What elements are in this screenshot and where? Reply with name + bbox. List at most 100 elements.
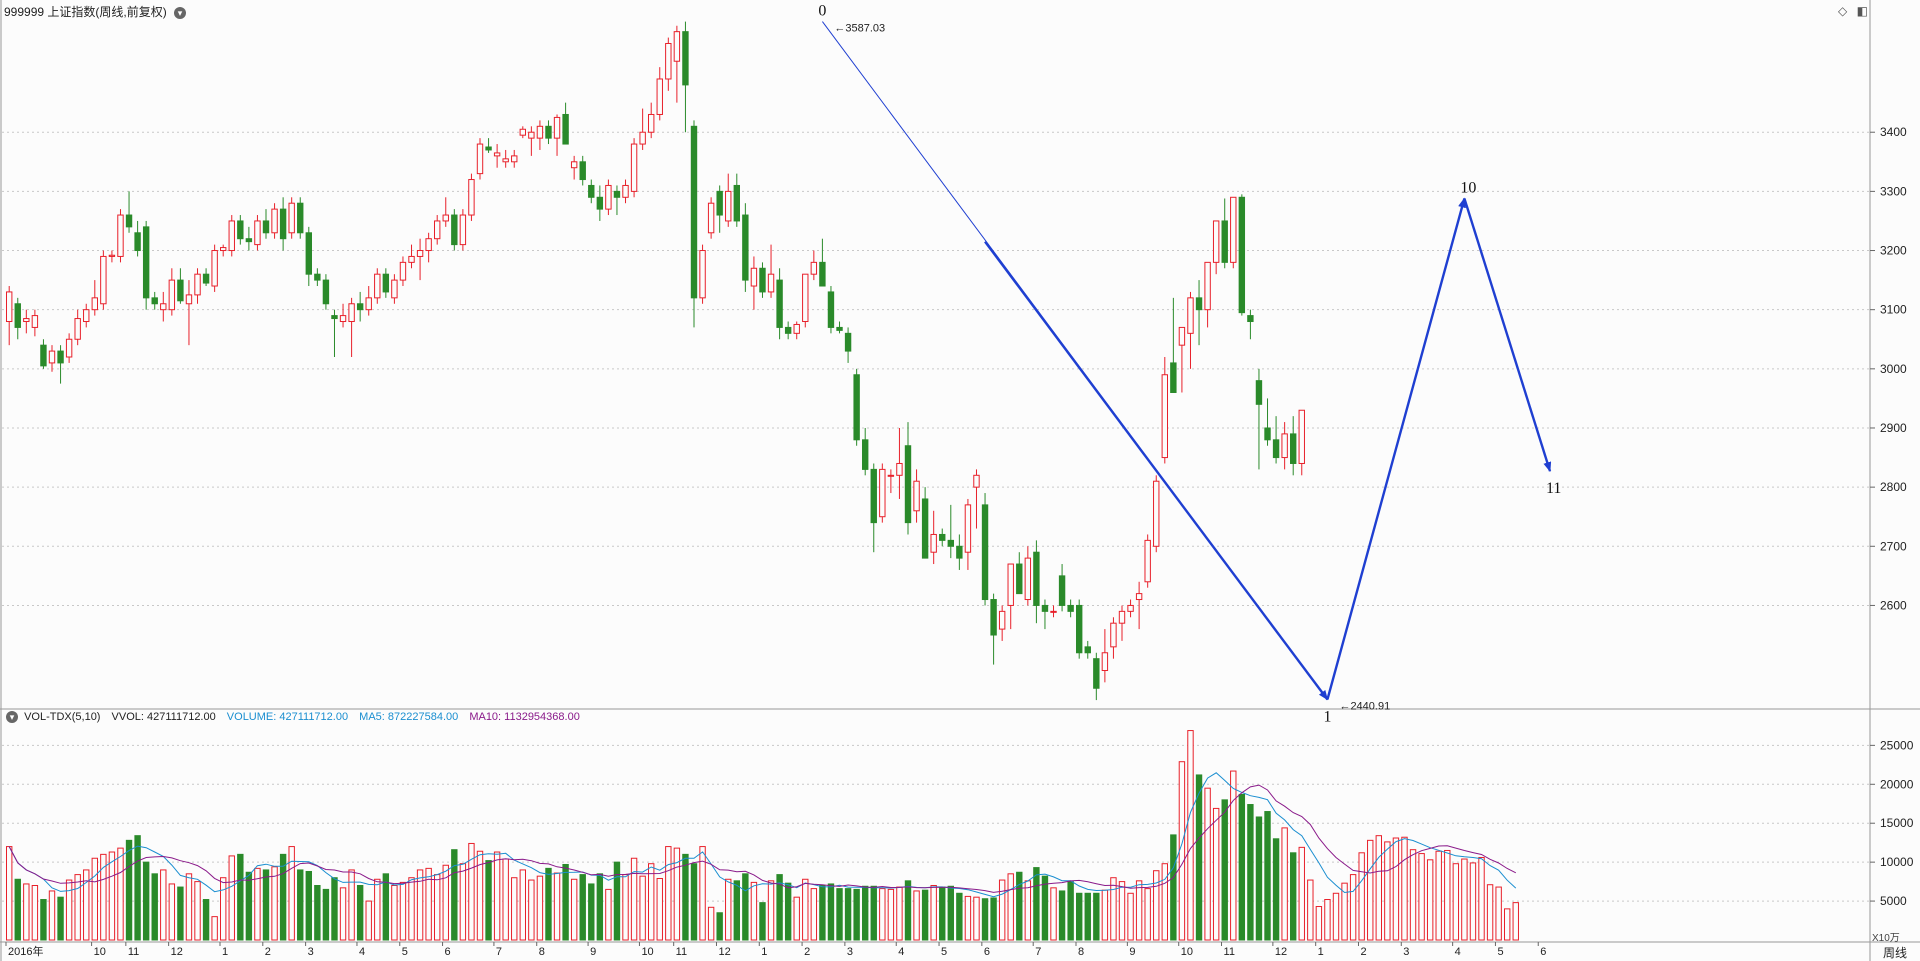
volume-bar: [288, 846, 295, 941]
volume-bar: [1341, 882, 1348, 941]
x-tick-label: 6: [984, 946, 990, 958]
x-tick-label: 3: [847, 946, 853, 958]
volume-bar: [1110, 877, 1117, 941]
candle-body: [1264, 427, 1271, 441]
volume-bar: [297, 869, 304, 941]
candle-body: [682, 31, 689, 86]
candle-body: [887, 474, 895, 477]
price-value-label: ←3587.03: [834, 23, 885, 35]
candle-body: [1127, 604, 1134, 612]
volume-bar: [40, 899, 47, 941]
x-tick-label: 10: [641, 946, 653, 958]
volume-bar: [194, 881, 201, 941]
diamond-icon[interactable]: ◇: [1838, 4, 1848, 18]
volume-bar: [1512, 902, 1519, 941]
candle-body: [1247, 315, 1254, 323]
chevron-down-icon[interactable]: ▾: [6, 711, 18, 724]
x-tick-label: 2016年: [8, 944, 43, 958]
volume-bar: [1058, 890, 1066, 941]
wave-label: 11: [1546, 480, 1561, 497]
volume-bar: [1007, 873, 1014, 941]
x-tick-label: 4: [898, 946, 904, 958]
candle-body: [74, 318, 81, 340]
candle-body: [630, 143, 638, 192]
volume-bar: [134, 835, 141, 941]
x-tick-label: 6: [445, 946, 451, 958]
candle-body: [48, 350, 56, 364]
volume-bar: [528, 879, 535, 941]
candle-body: [245, 238, 253, 243]
candle-body: [220, 247, 227, 252]
volume-bar: [160, 869, 167, 941]
volume-bar: [998, 879, 1006, 941]
volume-bar: [23, 883, 30, 941]
candle-body: [14, 303, 21, 328]
volume-tick-label: 20000: [1880, 777, 1914, 791]
volume-bar: [142, 861, 150, 941]
volume-bar: [279, 853, 287, 941]
candle-body: [862, 439, 869, 470]
x-tick-label: 3: [1403, 946, 1409, 958]
volume-bar: [913, 890, 920, 941]
volume-bar: [1401, 836, 1408, 941]
candle-body: [194, 273, 201, 296]
x-tick-label: 5: [1497, 946, 1503, 958]
trend-arrow: [1326, 197, 1466, 700]
candle-body: [1161, 374, 1168, 459]
ma10-line: [8, 784, 1517, 893]
volume-bar: [1307, 879, 1314, 941]
candle-body: [262, 220, 270, 234]
candle-body: [973, 474, 980, 488]
x-tick-label: 12: [171, 946, 183, 958]
candle-body: [391, 279, 398, 299]
candle-body: [100, 255, 107, 305]
candle-body: [151, 297, 158, 305]
volume-bar: [990, 897, 997, 941]
candle-body: [699, 250, 706, 299]
candle-body: [536, 125, 544, 139]
candle-body: [819, 261, 826, 287]
volume-bar: [314, 885, 321, 941]
candle-body: [570, 161, 578, 169]
volume-bar: [262, 869, 270, 941]
volume-bar: [434, 874, 441, 941]
candle-body: [322, 279, 330, 305]
volume-bar: [733, 880, 740, 941]
volume-bar: [331, 877, 338, 941]
volume-bar: [1247, 804, 1254, 941]
candle-body: [40, 344, 47, 367]
volume-bar: [1255, 816, 1263, 941]
volume-bar: [1426, 859, 1434, 941]
candle-body: [305, 232, 313, 275]
candle-body: [742, 214, 749, 281]
volume-bar: [870, 885, 877, 941]
candle-body: [776, 279, 783, 328]
window-icon[interactable]: ◧: [1856, 4, 1868, 18]
volume-bar: [1435, 850, 1442, 941]
candle-body: [939, 533, 946, 541]
candle-body: [57, 350, 64, 364]
volume-bar: [322, 888, 330, 941]
x-tick-label: 8: [539, 946, 545, 958]
candle-body: [665, 42, 672, 80]
volume-bar: [391, 885, 398, 941]
volume-bar: [374, 878, 381, 941]
volume-bar: [1367, 839, 1374, 941]
candle-body: [579, 161, 586, 181]
window-controls: ◇ ◧: [1832, 4, 1868, 18]
volume-bar: [1315, 906, 1323, 941]
chevron-down-icon[interactable]: ▾: [174, 6, 187, 19]
candle-body: [23, 318, 30, 323]
candle-body: [117, 214, 124, 257]
candle-body: [1178, 326, 1186, 346]
volume-bar: [91, 857, 98, 941]
candle-body: [237, 220, 244, 240]
period-label[interactable]: 周线: [1883, 946, 1908, 960]
x-tick-label: 8: [1078, 946, 1084, 958]
candle-body: [271, 208, 278, 234]
volume-bar: [1230, 770, 1237, 941]
x-tick-label: 5: [941, 946, 947, 958]
candle-body: [211, 250, 218, 287]
volume-bar: [476, 850, 484, 941]
candle-body: [921, 498, 929, 559]
